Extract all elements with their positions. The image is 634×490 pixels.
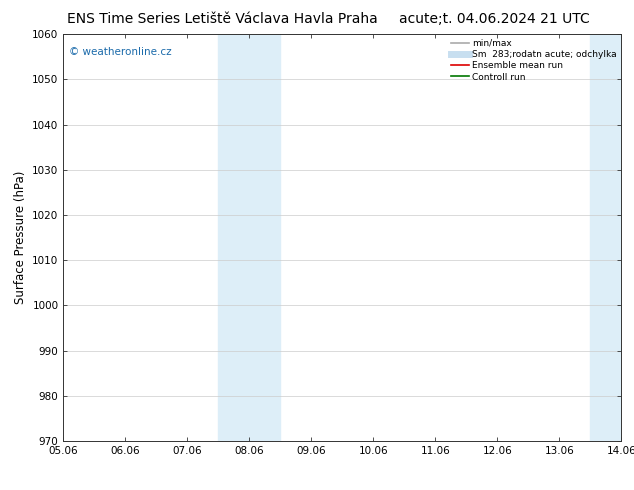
Y-axis label: Surface Pressure (hPa): Surface Pressure (hPa) bbox=[14, 171, 27, 304]
Text: acute;t. 04.06.2024 21 UTC: acute;t. 04.06.2024 21 UTC bbox=[399, 12, 590, 26]
Text: ENS Time Series Letiště Václava Havla Praha: ENS Time Series Letiště Václava Havla Pr… bbox=[67, 12, 377, 26]
Legend: min/max, Sm  283;rodatn acute; odchylka, Ensemble mean run, Controll run: min/max, Sm 283;rodatn acute; odchylka, … bbox=[449, 37, 619, 83]
Bar bbox=[218, 34, 280, 441]
Text: © weatheronline.cz: © weatheronline.cz bbox=[69, 47, 172, 56]
Bar bbox=[590, 34, 634, 441]
